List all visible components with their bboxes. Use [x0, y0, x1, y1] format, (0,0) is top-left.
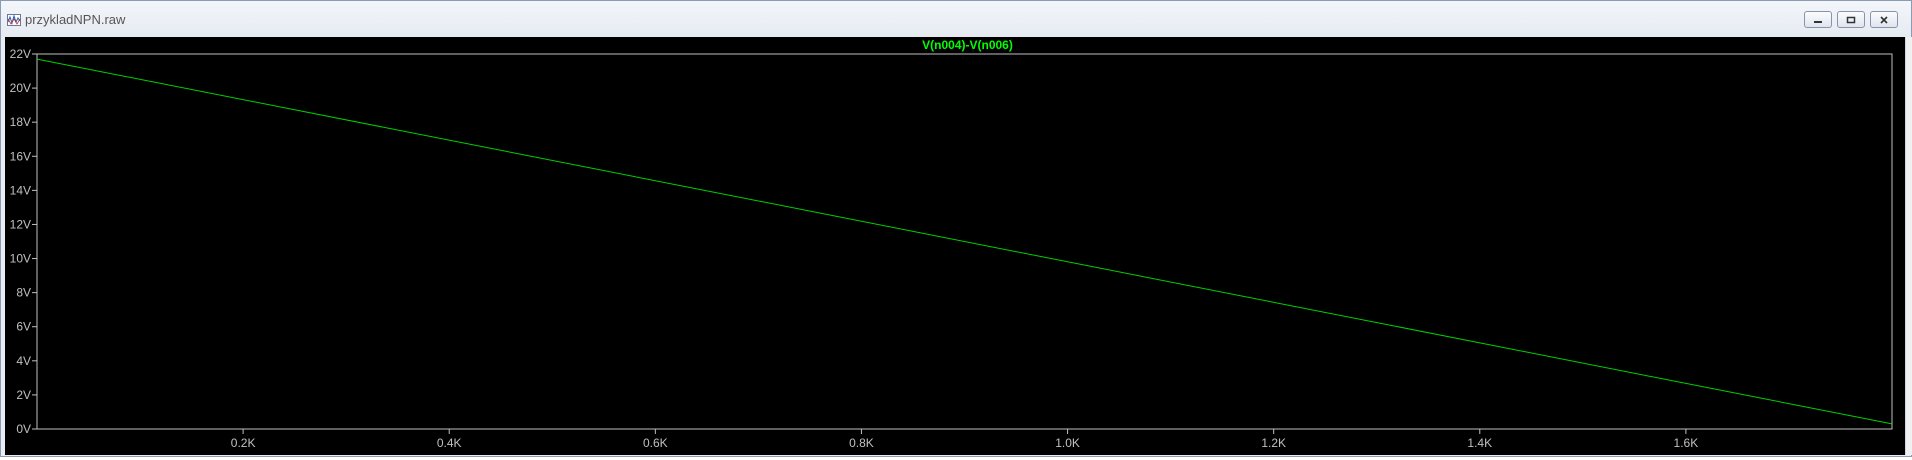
y-tick-label: 0V: [16, 422, 31, 436]
y-tick-label: 22V: [10, 47, 31, 61]
y-axis: 0V 2V 4V 6V 8V 10V 12V 14V 16V 18V 20V 22V: [10, 47, 37, 436]
close-button[interactable]: [1870, 11, 1898, 28]
window-title: przykladNPN.raw: [25, 12, 126, 27]
y-tick-label: 14V: [10, 183, 31, 197]
x-tick-label: 0.8K: [849, 436, 874, 450]
plot-frame: [36, 53, 1893, 430]
y-tick-label: 8V: [16, 286, 31, 300]
x-tick-label: 1.6K: [1674, 436, 1699, 450]
y-tick-label: 18V: [10, 115, 31, 129]
x-tick-label: 1.2K: [1261, 436, 1286, 450]
title-bar[interactable]: przykladNPN.raw: [1, 1, 1911, 37]
waveform-chart[interactable]: V(n004)-V(n006) 0V 2V 4V 6V 8V 10V 12V 14V 16V 18…: [5, 37, 1905, 455]
waveform-app-icon: [7, 14, 21, 26]
restore-icon: [1846, 16, 1856, 23]
plot-pane[interactable]: V(n004)-V(n006) 0V 2V 4V 6V 8V 10V 12V 14V 16V 18…: [5, 37, 1905, 455]
traces: [36, 58, 1893, 425]
minimize-icon: [1814, 20, 1822, 23]
y-tick-label: 6V: [16, 320, 31, 334]
x-tick-label: 1.0K: [1055, 436, 1080, 450]
trace-line[interactable]: [36, 58, 1893, 425]
y-tick-label: 4V: [16, 354, 31, 368]
window-edge: [1905, 37, 1912, 455]
y-tick-label: 16V: [10, 149, 31, 163]
y-tick-label: 10V: [10, 252, 31, 266]
y-tick-label: 20V: [10, 81, 31, 95]
x-tick-label: 0.2K: [231, 436, 256, 450]
y-tick-label: 12V: [10, 217, 31, 231]
x-axis: 0.2K 0.4K 0.6K 0.8K 1.0K 1.2K 1.4K 1.6K: [231, 429, 1698, 450]
close-icon: [1880, 15, 1888, 24]
trace-label[interactable]: V(n004)-V(n006): [922, 38, 1013, 52]
x-tick-label: 1.4K: [1467, 436, 1492, 450]
y-tick-label: 2V: [16, 388, 31, 402]
restore-button[interactable]: [1837, 11, 1865, 28]
x-tick-label: 0.6K: [643, 436, 668, 450]
minimize-button[interactable]: [1804, 11, 1832, 28]
x-tick-label: 0.4K: [437, 436, 462, 450]
